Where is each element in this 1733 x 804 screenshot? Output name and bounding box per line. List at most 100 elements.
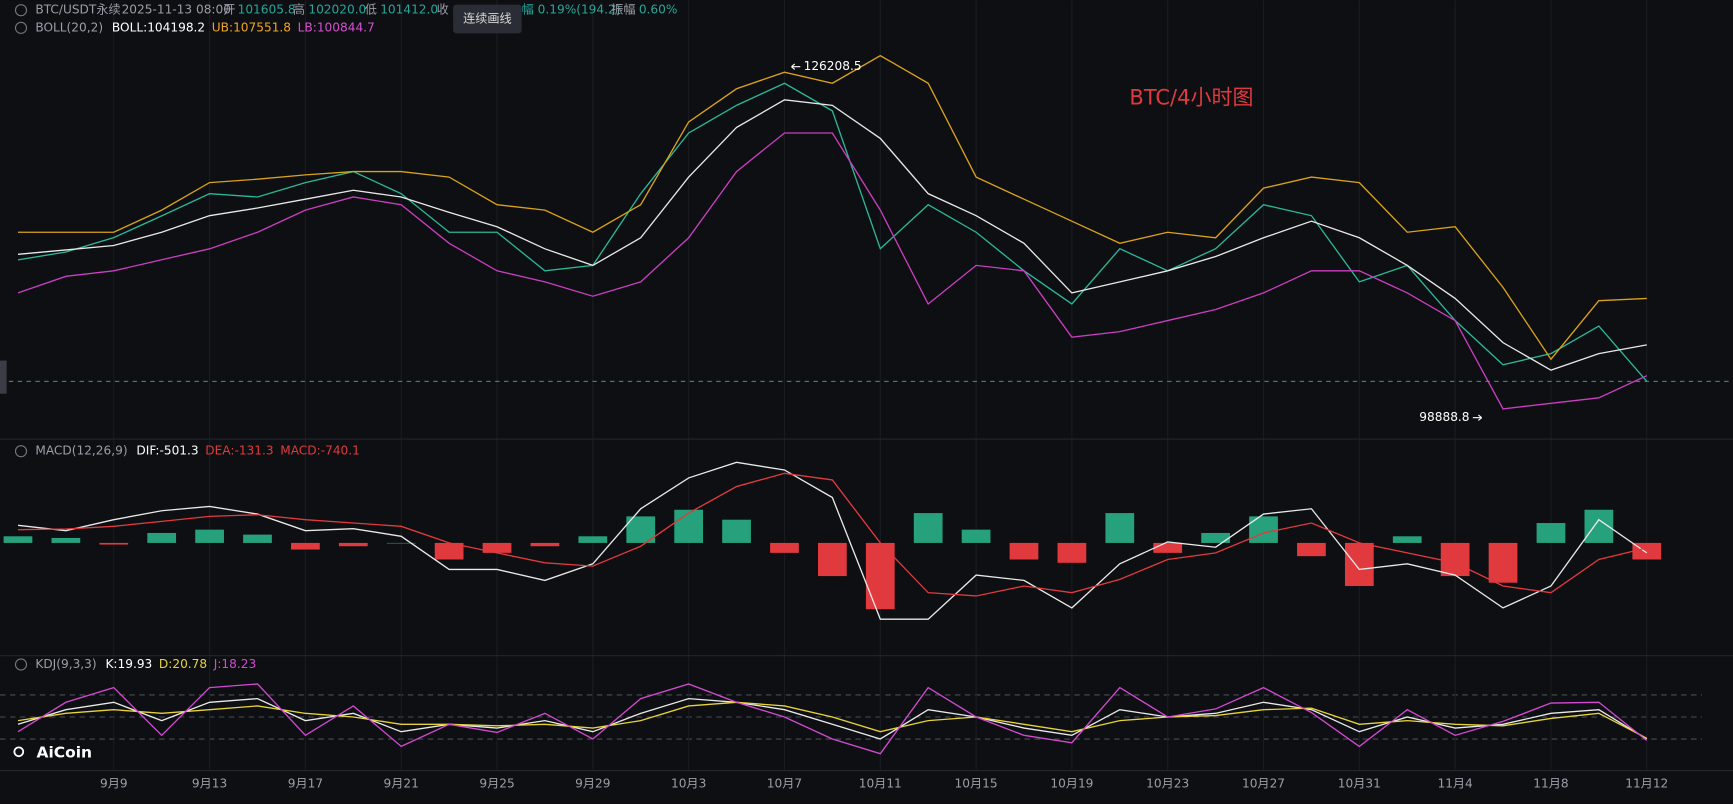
annotation-label: 98888.8	[1419, 410, 1469, 424]
open-label: 开	[223, 3, 235, 17]
series-line	[18, 472, 1647, 597]
tooltip: 连续画线	[453, 4, 522, 34]
change: 幅 0.19%(194.2)	[522, 2, 621, 17]
histogram-bar	[1057, 542, 1087, 563]
histogram-bar	[1488, 542, 1518, 583]
low: 101412.0	[380, 3, 438, 17]
histogram-bar	[1153, 542, 1183, 553]
annotation-arrow	[1472, 414, 1483, 421]
annotation-label: 126208.5	[804, 59, 862, 73]
chart-title: BTC/4小时图	[1129, 86, 1253, 110]
histogram-bar	[1201, 532, 1230, 543]
x-tick-label: 10月27	[1242, 776, 1285, 790]
x-tick-label: 10月3	[671, 776, 706, 790]
histogram-bar	[1344, 542, 1374, 587]
histogram-bar	[913, 513, 943, 543]
histogram-bar	[770, 542, 799, 553]
tooltip-text: 连续画线	[463, 11, 512, 26]
series-line	[17, 82, 1648, 382]
legend-item: J:18.23	[213, 657, 256, 671]
histogram-bar	[291, 542, 320, 550]
histogram-bar	[674, 509, 704, 543]
side-handle[interactable]	[0, 360, 7, 394]
histogram-bar	[434, 542, 464, 560]
symbol: BTC/USDT永续	[35, 3, 120, 17]
tooltip-box	[453, 4, 522, 34]
legend-item: BOLL:104198.2	[112, 20, 205, 34]
legend-item: K:19.93	[105, 657, 152, 671]
histogram-bar	[147, 532, 177, 543]
histogram-bar	[530, 542, 560, 547]
watermark-text: AiCoin	[36, 743, 92, 761]
series-line	[18, 54, 1647, 361]
watermark: AiCoin	[13, 743, 92, 761]
histogram-bar	[243, 534, 272, 543]
collapse-icon[interactable]	[14, 658, 28, 671]
collapse-icon[interactable]	[14, 4, 28, 17]
collapse-icon[interactable]	[14, 21, 28, 34]
histogram-bar	[722, 519, 751, 543]
legend-label: MACD(12,26,9)	[35, 444, 127, 458]
high-label: 高	[293, 2, 305, 17]
histogram-bar	[3, 536, 33, 543]
x-tick-label: 11月8	[1533, 776, 1568, 790]
histogram-bar	[865, 542, 895, 610]
histogram-bar	[338, 542, 368, 547]
legend-item: MACD:-740.1	[280, 444, 360, 458]
low-label: 低	[365, 3, 377, 17]
series-line	[17, 461, 1648, 620]
series-line	[17, 99, 1647, 371]
series-line	[17, 697, 1648, 740]
histogram-bar	[817, 542, 847, 577]
amplitude-label: 振幅	[611, 2, 635, 17]
x-tick-label: 10月7	[767, 776, 802, 790]
x-tick-label: 9月25	[479, 776, 514, 790]
histogram-bar	[99, 542, 129, 545]
legend-item: D:20.78	[159, 657, 207, 671]
series-line	[17, 132, 1648, 410]
legend-label: BOLL(20,2)	[35, 20, 103, 34]
histogram-bar	[1009, 542, 1039, 560]
x-tick-label: 10月19	[1050, 776, 1093, 790]
histogram-bar	[1536, 523, 1566, 543]
legend-item: UB:107551.8	[212, 20, 291, 34]
series-line	[17, 683, 1648, 755]
x-tick-label: 9月17	[288, 776, 323, 790]
histogram-bar	[1105, 513, 1135, 543]
histogram-bar	[1297, 542, 1326, 557]
x-tick-label: 10月31	[1338, 776, 1381, 790]
annotation-arrow	[791, 63, 801, 70]
x-tick-label: 9月29	[575, 776, 610, 790]
histogram-bar	[51, 537, 81, 543]
grid	[0, 0, 1703, 771]
collapse-icon[interactable]	[14, 445, 28, 458]
histogram-bar	[482, 542, 512, 553]
logo-icon	[13, 746, 25, 758]
legend-label: KDJ(9,3,3)	[35, 657, 96, 671]
histogram-bar	[578, 536, 608, 543]
x-tick-label: 11月12	[1625, 776, 1668, 790]
histogram-bar	[1632, 542, 1662, 560]
histogram-bar	[195, 529, 224, 543]
x-tick-label: 10月11	[859, 776, 902, 790]
x-tick-label: 10月15	[955, 776, 998, 790]
plot: BOLL(20,2) BOLL:104198.2 UB:107551.8 LB:100…	[0, 20, 1733, 790]
histogram-bar	[386, 542, 416, 544]
x-tick-label: 11月4	[1437, 776, 1473, 790]
histogram-bar	[1392, 536, 1422, 543]
x-tick-label: 9月21	[384, 776, 419, 790]
legend-item: LB:100844.7	[298, 20, 375, 34]
open: 101605.8	[238, 3, 296, 17]
histogram-bar	[626, 516, 656, 543]
x-tick-label: 10月23	[1146, 776, 1189, 790]
legend-item: DIF:-501.3	[136, 444, 198, 458]
close-label: 收	[437, 3, 449, 17]
x-tick-label: 9月9	[100, 776, 128, 790]
legend-item: DEA:-131.3	[205, 444, 273, 458]
histogram-bar	[961, 529, 991, 543]
histogram-bar	[1440, 542, 1470, 577]
high: 102020.0	[308, 3, 366, 17]
